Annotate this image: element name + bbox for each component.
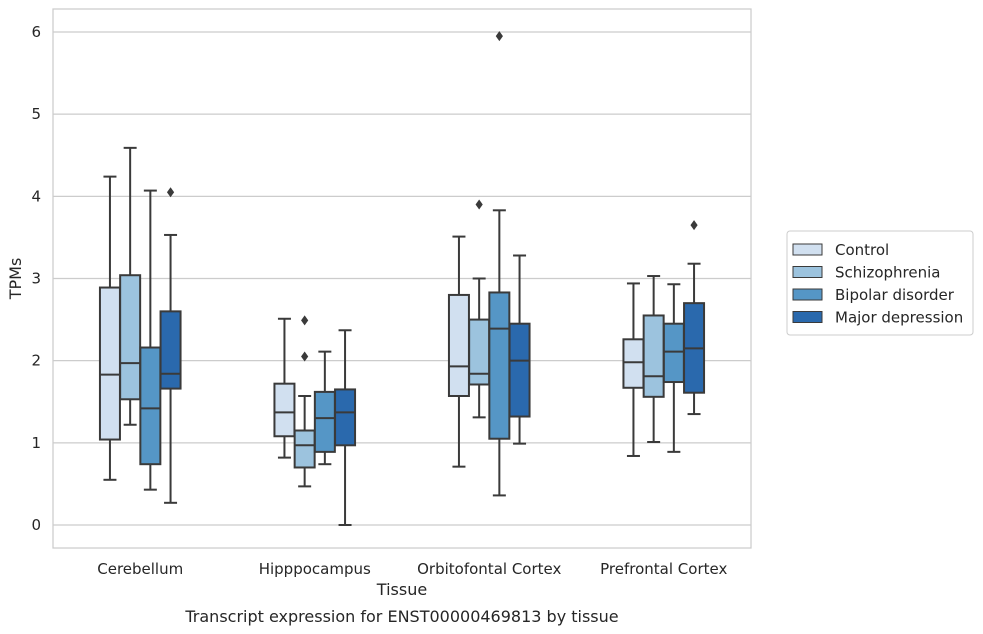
box-iqr [293,429,316,469]
box-iqr [159,310,182,390]
chart-caption: Transcript expression for ENST0000046981… [184,607,618,626]
box-schizophrenia [119,146,142,426]
box-iqr [622,338,645,389]
outlier-point [690,220,698,231]
box-iqr [488,291,511,440]
y-tick-label: 0 [31,516,41,534]
y-tick-label: 5 [31,105,41,123]
legend-label: Major depression [835,309,963,327]
box-schizophrenia [468,199,491,419]
legend-swatch [792,243,823,256]
legend-label: Control [835,241,889,259]
box-iqr [119,274,142,401]
box-major-depression [683,220,706,416]
y-tick-label: 1 [31,434,41,452]
box-control [273,317,296,459]
box-iqr [273,382,296,438]
box-iqr [508,322,531,418]
legend-swatch [792,288,823,301]
box-control [98,175,121,481]
x-tick-label: Orbitofontal Cortex [417,560,561,578]
box-control [447,235,470,468]
y-tick-label: 4 [31,187,41,205]
box-bipolar-disorder [139,189,162,491]
legend-label: Bipolar disorder [835,286,955,304]
outlier-point [301,315,309,326]
legend-swatch [792,266,823,278]
box-major-depression [159,187,182,504]
box-iqr [98,286,121,441]
legend-label: Schizophrenia [835,264,940,282]
box-iqr [313,390,336,453]
box-iqr [662,322,685,384]
box-iqr [334,388,357,447]
box-bipolar-disorder [488,31,511,497]
outlier-point [166,187,175,198]
box-bipolar-disorder [313,350,336,466]
y-axis-ticks: 0 1 2 3 4 5 6 [31,23,41,534]
box-iqr [447,293,470,397]
box-control [622,282,645,457]
box-major-depression [334,329,357,526]
y-tick-label: 2 [31,352,41,370]
x-tick-label: Hipppocampus [259,560,371,578]
y-tick-label: 3 [31,270,41,288]
x-axis-ticks: Cerebellum Hipppocampus Orbitofontal Corte… [97,560,727,578]
box-iqr [139,346,162,466]
outlier-point [301,351,309,362]
legend: Control Schizophrenia Bipolar disorder Majo… [786,230,974,336]
box-iqr [642,314,665,398]
x-tick-label: Cerebellum [97,560,183,578]
box-schizophrenia [642,275,665,444]
legend-swatch [792,311,823,323]
y-tick-label: 6 [31,23,41,41]
y-axis-label: TPMs [6,258,25,301]
outlier-point [495,31,503,42]
box-series [98,31,706,526]
legend-frame [786,230,974,336]
plot-frame [52,8,752,549]
box-schizophrenia [293,315,316,488]
outlier-point [475,199,483,210]
box-major-depression [508,254,531,445]
box-bipolar-disorder [662,283,685,453]
x-axis-label: Tissue [376,580,427,599]
x-tick-label: Prefrontal Cortex [600,560,727,578]
